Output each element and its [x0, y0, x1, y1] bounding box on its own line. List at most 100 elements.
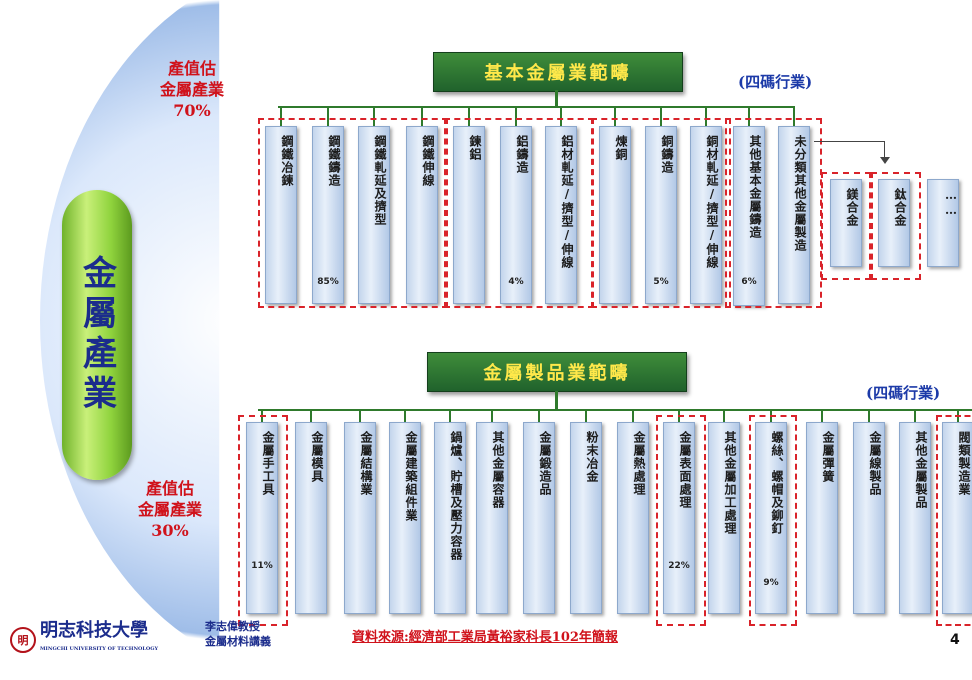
product-column-11-share: 9%: [763, 578, 779, 588]
product-column-1-label: 金屬模具: [310, 431, 324, 483]
basic-column-4-label: 鍊鋁: [468, 135, 482, 161]
product-column-14-label: 其他金屬製品: [914, 431, 928, 509]
sub-column-2: ……: [927, 179, 959, 267]
top-share-line1: 產值估: [168, 59, 217, 78]
product-tick: [632, 409, 634, 422]
product-column-15: 閥類製造業: [942, 422, 972, 614]
product-highlight-group-0: [238, 415, 288, 626]
top-share-line2: 金屬產業: [160, 80, 225, 99]
product-column-14: 其他金屬製品: [899, 422, 931, 614]
basic-column-4: 鍊鋁: [453, 126, 485, 304]
basic-column-8-label: 銅鑄造: [660, 135, 674, 174]
product-code-note: (四碼行業): [866, 384, 941, 402]
page-number: 4: [950, 632, 960, 648]
product-column-10: 其他金屬加工處理: [708, 422, 740, 614]
basic-column-11-label: 未分類其他金屬製造: [793, 135, 807, 252]
product-column-3: 金屬建築組件業: [389, 422, 421, 614]
product-tick: [821, 409, 823, 422]
basic-tick: [327, 106, 329, 126]
product-tick: [868, 409, 870, 422]
basic-column-9-label: 銅材軋延/擠型/伸線: [705, 135, 719, 269]
basic-highlight-group-2: [591, 118, 731, 308]
product-column-11-label: 螺絲、螺帽及鉚釘: [770, 431, 784, 535]
slide: 金屬產業 產值估 金屬產業 70% 產值估 金屬產業 30% 基本金屬業範疇 (…: [10, 0, 972, 680]
school-name-en: MINGCHI UNIVERSITY OF TECHNOLOGY: [40, 646, 159, 652]
product-column-13-label: 金屬線製品: [868, 431, 882, 496]
sub-column-1-label: 鈦合金: [893, 188, 907, 227]
product-column-2: 金屬結構業: [344, 422, 376, 614]
top-share-note: 產值估 金屬產業 70%: [160, 58, 224, 121]
product-column-0-share: 11%: [251, 561, 273, 571]
product-column-11: 螺絲、螺帽及鉚釘 9%: [755, 422, 787, 614]
source-note: 資料來源:經濟部工業局黃裕家科長102年簡報: [352, 630, 618, 645]
product-tick: [914, 409, 916, 422]
product-tick: [538, 409, 540, 422]
basic-column-11: 未分類其他金屬製造: [778, 126, 810, 304]
basic-highlight-group-3: [725, 118, 822, 308]
basic-metal-title: 基本金屬業範疇: [433, 52, 683, 92]
product-column-2-label: 金屬結構業: [359, 431, 373, 496]
basic-tick: [748, 106, 750, 126]
product-column-8-label: 金屬熱處理: [632, 431, 646, 496]
basic-tick: [468, 106, 470, 126]
basic-column-0-label: 鋼鐵冶鍊: [280, 135, 294, 187]
basic-metal-title-text: 基本金屬業範疇: [484, 63, 632, 84]
basic-column-5-label: 鋁鑄造: [515, 135, 529, 174]
basic-column-5: 鋁鑄造 4%: [500, 126, 532, 304]
lecturer-name: 李志偉教授: [205, 620, 260, 633]
product-column-12-label: 金屬彈簧: [821, 431, 835, 483]
basic-trunk: [555, 90, 558, 106]
product-column-6-label: 金屬鍛造品: [538, 431, 552, 496]
product-branch: [258, 409, 972, 411]
product-tick: [585, 409, 587, 422]
sub-connector-drop: [884, 141, 885, 161]
bottom-share-line3: 30%: [151, 521, 189, 540]
product-column-1: 金屬模具: [295, 422, 327, 614]
basic-column-8-share: 5%: [653, 277, 669, 287]
sub-connector: [814, 141, 884, 142]
basic-tick: [560, 106, 562, 126]
basic-column-3: 鋼鐵伸線: [406, 126, 438, 304]
basic-tick: [793, 106, 795, 126]
school-seal-icon: 明: [10, 627, 36, 653]
product-highlight-group-1: [656, 415, 706, 626]
top-share-line3: 70%: [173, 101, 211, 120]
product-tick: [723, 409, 725, 422]
product-tick: [359, 409, 361, 422]
basic-column-10-share: 6%: [741, 277, 757, 287]
basic-column-7-label: 煉銅: [614, 135, 628, 161]
product-column-9-label: 金屬表面處理: [678, 431, 692, 509]
product-column-5-label: 其他金屬容器: [491, 431, 505, 509]
basic-column-6-label: 鋁材軋延/擠型/伸線: [560, 135, 574, 269]
basic-column-6: 鋁材軋延/擠型/伸線: [545, 126, 577, 304]
basic-code-note: (四碼行業): [738, 73, 813, 91]
product-column-5: 其他金屬容器: [476, 422, 508, 614]
course-name: 金屬材料講義: [205, 635, 271, 648]
sub-arrow-icon: [880, 157, 890, 164]
sub-highlight-1: [871, 172, 921, 280]
basic-column-7: 煉銅: [599, 126, 631, 304]
product-column-3-label: 金屬建築組件業: [404, 431, 418, 522]
lecture-credit: 李志偉教授 金屬材料講義: [205, 619, 271, 649]
product-tick: [449, 409, 451, 422]
metal-product-title-text: 金屬製品業範疇: [483, 363, 631, 384]
basic-column-1: 鋼鐵鑄造 85%: [312, 126, 344, 304]
sub-column-1: 鈦合金: [878, 179, 910, 267]
basic-column-2: 鋼鐵軋延及擠型: [358, 126, 390, 304]
bottom-share-line2: 金屬產業: [138, 500, 203, 519]
basic-column-1-label: 鋼鐵鑄造: [327, 135, 341, 187]
sub-highlight-0: [821, 172, 871, 280]
product-column-9-share: 22%: [668, 561, 690, 571]
product-column-6: 金屬鍛造品: [523, 422, 555, 614]
product-column-0-label: 金屬手工具: [261, 431, 275, 496]
basic-column-10-label: 其他基本金屬鑄造: [748, 135, 762, 239]
product-column-9: 金屬表面處理 22%: [663, 422, 695, 614]
basic-column-0: 鋼鐵冶鍊: [265, 126, 297, 304]
product-column-7-label: 粉末冶金: [585, 431, 599, 483]
product-column-12: 金屬彈簧: [806, 422, 838, 614]
sub-column-0: 鎂合金: [830, 179, 862, 267]
product-trunk: [555, 391, 558, 409]
basic-column-2-label: 鋼鐵軋延及擠型: [373, 135, 387, 226]
product-column-0: 金屬手工具 11%: [246, 422, 278, 614]
sub-column-0-label: 鎂合金: [845, 188, 859, 227]
